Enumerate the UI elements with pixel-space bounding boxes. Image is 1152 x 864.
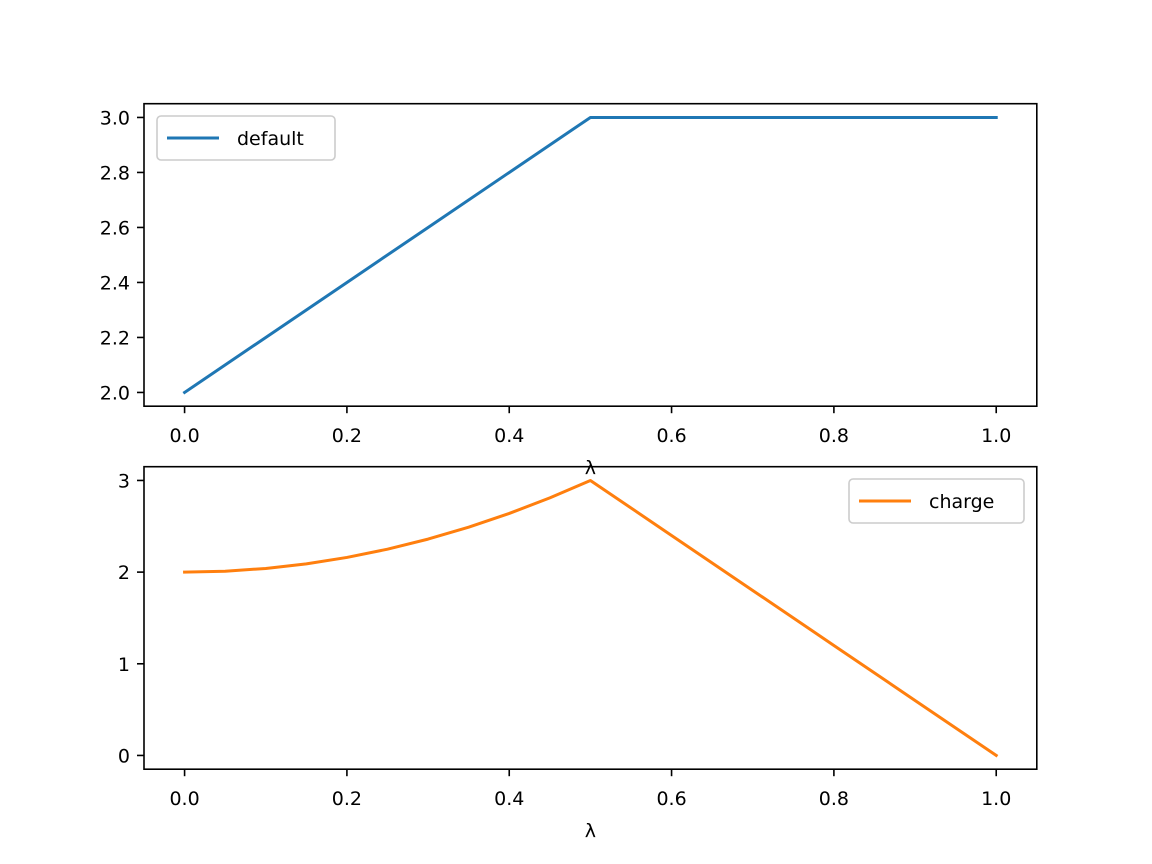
bottom-y-tick-label: 0: [118, 745, 130, 767]
bottom-x-tick-label: 0.2: [332, 788, 362, 810]
top-x-tick-label: 0.8: [819, 425, 849, 447]
top-x-tick-label: 0.0: [169, 425, 199, 447]
top-y-tick-label: 2.8: [100, 162, 130, 184]
top-series-line-default: [182, 115, 998, 395]
bottom-series-line-charge: [183, 478, 999, 758]
bottom-y-tick-label: 2: [118, 562, 130, 584]
top-series-layer: [182, 115, 998, 395]
top-x-tick-label: 0.2: [332, 425, 362, 447]
top-x-tick-label: 0.6: [656, 425, 686, 447]
top-x-tick-label: 0.4: [494, 425, 524, 447]
top-x-tick-label: 1.0: [981, 425, 1011, 447]
top-x-ticks: 0.0 0.2 0.4 0.6 0.8 1.0: [169, 406, 1011, 447]
bottom-y-tick-label: 1: [118, 654, 130, 676]
top-y-tick-label: 2.2: [100, 327, 130, 349]
bottom-x-tick-label: 1.0: [981, 788, 1011, 810]
bottom-x-tick-label: 0.0: [169, 788, 199, 810]
top-axes-frame: [143, 102, 1038, 407]
bottom-x-axis-label: λ: [585, 820, 596, 842]
top-legend: default: [156, 115, 336, 161]
top-y-tick-label: 2.4: [100, 272, 130, 294]
bottom-legend-frame: [848, 478, 1025, 524]
bottom-x-ticks: 0.0 0.2 0.4 0.6 0.8 1.0: [169, 769, 1011, 810]
bottom-legend: charge: [848, 478, 1025, 524]
bottom-axes-frame: [143, 465, 1038, 771]
bottom-series-layer: [183, 478, 999, 758]
top-y-tick-label: 2.6: [100, 217, 130, 239]
bottom-y-tick-label: 3: [118, 470, 130, 492]
bottom-x-tick-label: 0.4: [494, 788, 524, 810]
bottom-x-tick-label: 0.6: [656, 788, 686, 810]
top-legend-frame: [156, 115, 336, 161]
bottom-subplot: 0.0 0.2 0.4 0.6 0.8 1.0 0 1 2 3 λ charge: [118, 465, 1038, 842]
top-subplot: 0.0 0.2 0.4 0.6 0.8 1.0 2.02.22.42.62.83.0 λ …: [100, 102, 1038, 479]
top-y-tick-label: 3.0: [100, 107, 130, 129]
bottom-y-ticks: 0 1 2 3: [118, 470, 144, 767]
top-y-ticks: 2.0 2.2 2.4 2.6 2.8 3.0: [100, 107, 144, 404]
top-y-tick-label: 2.0: [100, 382, 130, 404]
top-x-axis-label: λ: [585, 457, 596, 479]
bottom-x-tick-label: 0.8: [819, 788, 849, 810]
bottom-legend-label: charge: [929, 491, 994, 513]
top-legend-label: default: [237, 128, 304, 150]
